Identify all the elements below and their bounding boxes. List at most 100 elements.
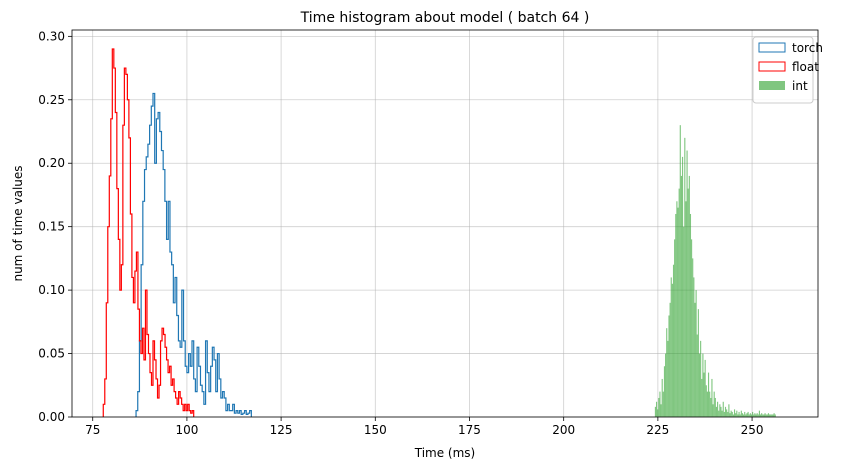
histogram-bar xyxy=(669,302,671,417)
histogram-bar xyxy=(701,378,703,417)
histogram-bar xyxy=(735,413,737,417)
histogram-bar xyxy=(694,302,696,417)
x-tick-label: 175 xyxy=(458,423,481,437)
histogram-bar xyxy=(713,391,715,417)
series-torch xyxy=(135,92,252,417)
histogram-bar xyxy=(670,277,672,417)
histogram-bar xyxy=(739,414,741,417)
y-tick-label: 0.20 xyxy=(38,156,65,170)
histogram-bar xyxy=(680,175,682,417)
histogram-bar xyxy=(666,328,668,417)
histogram-bar xyxy=(752,411,754,417)
histogram-bar xyxy=(736,410,738,417)
x-tick-label: 225 xyxy=(646,423,669,437)
y-tick-label: 0.30 xyxy=(38,29,65,43)
histogram-bar xyxy=(675,213,677,417)
histogram-bar xyxy=(729,413,731,417)
histogram-bar xyxy=(730,410,732,417)
legend-label: int xyxy=(792,79,808,93)
histogram-bar xyxy=(746,413,748,417)
legend-item-float: float xyxy=(758,60,819,74)
histogram-bar xyxy=(691,239,693,417)
grid-lines xyxy=(72,30,818,418)
histogram-bar xyxy=(715,406,718,417)
histogram-bar xyxy=(679,125,681,417)
histogram-bar xyxy=(720,406,722,417)
histogram-bar xyxy=(773,413,775,417)
histogram-bar xyxy=(769,414,771,417)
x-tick-label: 125 xyxy=(270,423,293,437)
legend-swatch xyxy=(759,81,785,90)
x-tick-label: 100 xyxy=(175,423,198,437)
histogram-bar xyxy=(696,334,698,417)
histogram-bar xyxy=(748,414,750,417)
histogram-bar xyxy=(665,353,667,417)
histogram-bar xyxy=(658,397,660,417)
histogram-bar xyxy=(674,239,676,417)
histogram-bar xyxy=(714,397,716,417)
histogram-bar xyxy=(678,188,680,417)
histogram-bar xyxy=(747,411,749,417)
histogram-bar xyxy=(758,410,760,417)
histogram-bar xyxy=(717,401,719,417)
histogram-bar xyxy=(704,359,706,417)
x-tick-label: 75 xyxy=(85,423,100,437)
y-tick-label: 0.10 xyxy=(38,283,65,297)
histogram-bar xyxy=(661,378,663,417)
x-tick-label: 200 xyxy=(552,423,575,437)
histogram-bar xyxy=(757,414,759,417)
histogram-bar xyxy=(743,414,745,417)
histogram-bar xyxy=(766,414,768,417)
histogram-bar xyxy=(745,414,747,417)
histogram-bar xyxy=(718,410,720,417)
histogram-bar xyxy=(759,414,762,417)
histogram-bar xyxy=(705,385,707,417)
histogram-step-line xyxy=(135,92,252,417)
histogram-bar xyxy=(712,404,714,417)
histogram-bar xyxy=(702,353,704,417)
histogram-bar xyxy=(774,414,776,417)
histogram-bar xyxy=(672,264,675,417)
series-int xyxy=(654,125,776,417)
histogram-bar xyxy=(761,413,763,417)
histogram-bar xyxy=(767,413,770,417)
legend-item-torch: torch xyxy=(758,41,823,55)
histogram-bar xyxy=(676,201,678,417)
histogram-bar xyxy=(771,414,773,417)
histogram-bar xyxy=(756,413,758,417)
histogram-bar xyxy=(764,413,766,417)
histogram-bar xyxy=(683,226,685,417)
histogram-bar xyxy=(667,340,669,417)
histogram-bar xyxy=(688,175,690,417)
legend-swatch xyxy=(758,42,786,53)
y-tick-label: 0.05 xyxy=(38,347,65,361)
histogram-bar xyxy=(660,404,662,417)
x-axis-ticks: 75 100 125 150 175 200 225 250 xyxy=(85,417,764,437)
histogram-bar xyxy=(731,411,733,417)
histogram-bar xyxy=(684,137,686,417)
histogram-bar xyxy=(681,156,684,417)
histogram-step-line xyxy=(102,48,195,417)
histogram-bar xyxy=(722,401,724,417)
histogram-bar xyxy=(668,315,670,417)
y-tick-label: 0.25 xyxy=(38,93,65,107)
histogram-bar xyxy=(733,409,736,417)
histogram-bar xyxy=(700,340,702,417)
histogram-bar xyxy=(657,409,659,417)
legend-item-int: int xyxy=(759,79,808,93)
y-axis-ticks: 0.00 0.05 0.10 0.15 0.20 0.25 0.30 xyxy=(38,29,72,424)
histogram-bar xyxy=(671,283,673,417)
histogram-bar xyxy=(659,391,661,417)
histogram-bar xyxy=(711,378,713,417)
histogram-bar xyxy=(770,414,772,417)
y-tick-label: 0.15 xyxy=(38,220,65,234)
histogram-bar xyxy=(728,404,730,417)
histogram-bar xyxy=(741,413,744,417)
y-tick-label: 0.00 xyxy=(38,410,65,424)
histogram-bar xyxy=(685,201,687,417)
legend-label: float xyxy=(792,60,819,74)
x-tick-label: 150 xyxy=(364,423,387,437)
histogram-bar xyxy=(697,309,699,417)
histogram-bar xyxy=(686,150,688,417)
